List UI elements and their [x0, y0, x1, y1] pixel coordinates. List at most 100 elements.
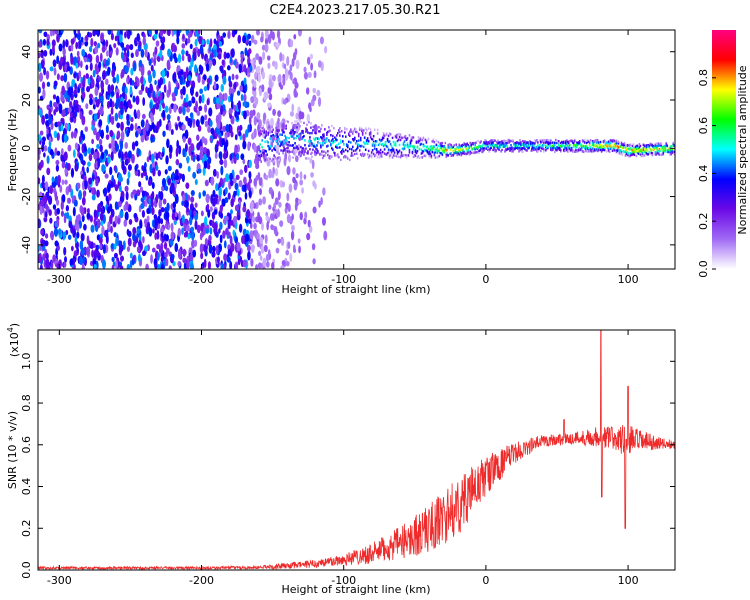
noise-dot	[38, 108, 42, 116]
signal-cell	[351, 138, 354, 141]
signal-cell	[400, 136, 403, 139]
signal-cell	[282, 130, 284, 134]
noise-dot	[48, 108, 52, 118]
spectrogram-x-ticks: -300 -200 -100 0 100	[47, 30, 639, 286]
signal-cell	[276, 121, 278, 125]
signal-cell	[382, 144, 385, 148]
signal-cell	[273, 154, 275, 157]
noise-dot	[254, 97, 259, 105]
noise-dot	[249, 230, 254, 240]
signal-cell	[584, 147, 587, 150]
noise-dot	[186, 224, 190, 232]
noise-dot	[235, 74, 239, 80]
noise-dot	[164, 169, 168, 175]
signal-cell	[283, 146, 285, 149]
signal-cell	[280, 143, 282, 146]
signal-cell	[309, 136, 311, 139]
noise-dot	[118, 150, 122, 159]
signal-cell	[430, 156, 433, 159]
signal-cell	[322, 133, 324, 137]
noise-dot	[66, 65, 71, 72]
signal-cell	[610, 139, 613, 142]
signal-cell	[424, 148, 427, 152]
signal-cell	[339, 130, 341, 134]
signal-cell	[471, 142, 473, 145]
noise-dot	[247, 33, 252, 40]
noise-dot	[138, 40, 142, 48]
signal-cell	[476, 145, 478, 149]
signal-cell	[553, 146, 555, 149]
signal-cell	[551, 148, 553, 152]
noise-dot	[151, 105, 156, 116]
signal-cell	[312, 129, 314, 132]
noise-dot	[153, 58, 157, 67]
noise-dot	[108, 44, 112, 52]
spectrogram-frame	[37, 29, 676, 270]
noise-dot	[212, 58, 217, 66]
signal-cell	[557, 143, 560, 147]
noise-dot	[89, 215, 93, 223]
noise-dot	[107, 221, 111, 231]
signal-cell	[401, 154, 404, 158]
noise-dot	[235, 152, 240, 161]
signal-cell	[663, 144, 666, 148]
signal-cell	[540, 141, 542, 144]
noise-dot	[45, 252, 49, 260]
spectrogram-x-label: Height of straight line (km)	[281, 283, 430, 296]
signal-cell	[405, 138, 408, 141]
signal-cell	[637, 149, 640, 152]
noise-dot	[271, 172, 275, 179]
signal-cell	[273, 147, 275, 151]
signal-cell	[553, 142, 555, 146]
signal-cell	[267, 144, 269, 148]
signal-cell	[621, 146, 624, 150]
signal-cell	[542, 147, 544, 151]
signal-cell	[545, 149, 547, 152]
signal-cell	[330, 144, 332, 147]
signal-cell	[315, 131, 317, 135]
noise-dot	[73, 130, 77, 139]
signal-cell	[318, 126, 320, 129]
noise-dot	[106, 94, 110, 100]
noise-dot	[39, 264, 43, 269]
signal-cell	[465, 144, 468, 148]
signal-cell	[510, 147, 512, 150]
signal-cell	[515, 143, 517, 146]
noise-dot	[295, 59, 300, 70]
signal-cell	[665, 143, 668, 146]
signal-cell	[555, 146, 558, 149]
signal-cell	[597, 141, 600, 144]
signal-cell	[279, 133, 281, 136]
signal-cell	[481, 150, 483, 153]
noise-dot	[78, 83, 82, 89]
signal-cell	[362, 145, 365, 149]
signal-cell	[291, 121, 293, 125]
signal-cell	[550, 139, 552, 142]
noise-dot	[207, 209, 211, 218]
signal-cell	[583, 138, 586, 142]
noise-dot	[234, 134, 238, 141]
noise-dot	[172, 72, 177, 83]
signal-cell	[325, 151, 327, 154]
signal-cell	[591, 141, 594, 145]
signal-cell	[645, 145, 648, 149]
noise-dot	[56, 150, 61, 156]
signal-cell	[615, 142, 618, 145]
noise-dot	[131, 80, 135, 86]
noise-dot	[308, 102, 312, 110]
noise-dot	[49, 149, 54, 156]
signal-cell	[470, 151, 472, 155]
noise-dot	[61, 179, 65, 186]
noise-dot	[306, 56, 311, 65]
noise-dot	[157, 169, 162, 177]
noise-dot	[90, 147, 95, 155]
signal-cell	[393, 143, 396, 146]
signal-cell	[578, 142, 581, 145]
signal-cell	[377, 153, 380, 156]
signal-cell	[560, 140, 563, 144]
signal-cell	[265, 150, 267, 153]
noise-dot	[52, 254, 56, 263]
signal-cell	[459, 148, 462, 151]
signal-cell	[557, 140, 560, 143]
noise-dot	[218, 92, 223, 102]
